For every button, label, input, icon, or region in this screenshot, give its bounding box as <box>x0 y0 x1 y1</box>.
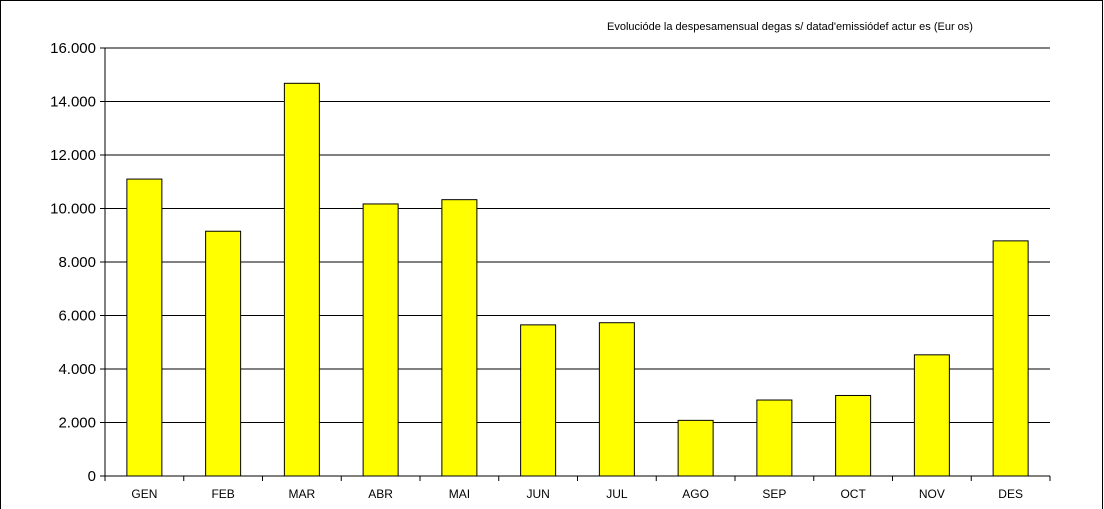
x-tick-label: MAI <box>449 487 470 501</box>
x-axis-ticks: GEN FEB MAR ABR MAI JUN JUL AGO SEP OCT NOV DES <box>104 476 1051 501</box>
x-tick-label: MAR <box>289 487 316 501</box>
y-tick-label: 6.000 <box>58 308 96 325</box>
bar-feb <box>205 230 242 477</box>
bars <box>126 82 1029 477</box>
x-tick-label: AGO <box>682 487 709 501</box>
x-tick-label: FEB <box>211 487 234 501</box>
x-tick-label: ABR <box>368 487 393 501</box>
x-tick-label: OCT <box>840 487 866 501</box>
bar-des <box>992 240 1029 477</box>
axes <box>104 48 1050 477</box>
x-tick-label: JUN <box>526 487 549 501</box>
x-tick-label: DES <box>998 487 1023 501</box>
y-tick-label: 4.000 <box>58 361 96 378</box>
bar-jun <box>520 324 557 477</box>
x-tick-label: SEP <box>762 487 786 501</box>
y-tick-label: 8.000 <box>58 254 96 271</box>
bar-oct <box>835 394 872 477</box>
gridlines <box>105 47 1050 423</box>
bar-nov <box>913 354 950 477</box>
y-tick-label: 16.000 <box>50 40 96 57</box>
bar-ago <box>677 419 714 477</box>
y-tick-label: 2.000 <box>58 415 96 432</box>
y-tick-label: 12.000 <box>50 147 96 164</box>
y-tick-label: 14.000 <box>50 94 96 111</box>
bar-mai <box>441 199 478 477</box>
bar-jul <box>598 322 635 477</box>
chart-title: Evolucióde la despesamensual degas s/ da… <box>607 21 973 33</box>
x-tick-label: NOV <box>919 487 945 501</box>
bar-gen <box>126 178 163 477</box>
y-tick-label: 10.000 <box>50 201 96 218</box>
y-tick-label: 0 <box>88 468 96 485</box>
x-tick-label: GEN <box>131 487 157 501</box>
bar-sep <box>756 399 793 477</box>
x-tick-label: JUL <box>606 487 628 501</box>
y-axis-ticks: 0 2.000 4.000 6.000 8.000 10.000 12.000 14.000 1… <box>50 40 105 485</box>
bar-abr <box>362 203 399 477</box>
bar-mar <box>283 82 320 477</box>
